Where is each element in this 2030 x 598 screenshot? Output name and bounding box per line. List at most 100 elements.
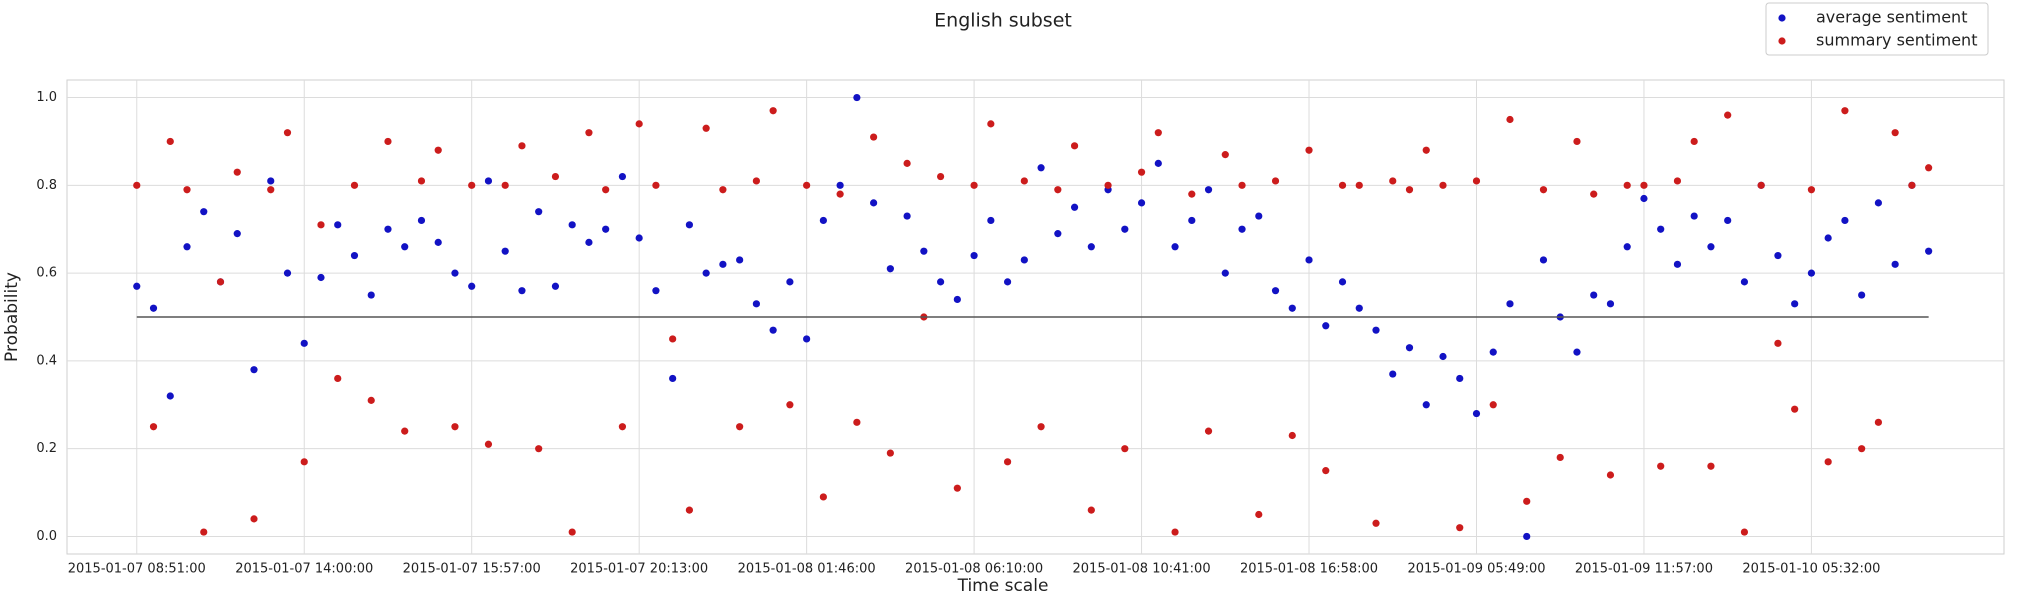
data-point: [568, 528, 576, 536]
data-point: [1807, 186, 1816, 194]
data-point: [1573, 348, 1581, 356]
data-point: [937, 278, 945, 286]
data-point: [451, 423, 459, 431]
data-point: [1087, 506, 1095, 514]
data-point: [434, 146, 442, 154]
data-point: [200, 208, 208, 216]
data-point: [283, 269, 292, 277]
data-point: [585, 129, 593, 137]
data-point: [1623, 243, 1631, 251]
data-point: [1020, 177, 1028, 185]
data-point: [853, 93, 861, 102]
data-point: [1188, 190, 1196, 198]
data-point: [401, 427, 409, 435]
data-point: [1506, 115, 1514, 124]
data-point: [1657, 225, 1665, 233]
data-point: [1389, 177, 1397, 185]
data-point: [702, 269, 710, 277]
data-point: [1489, 348, 1497, 356]
data-point: [1104, 181, 1112, 189]
data-point: [836, 181, 844, 189]
data-point: [1439, 352, 1447, 361]
data-point: [819, 216, 827, 225]
data-point: [1523, 497, 1531, 505]
data-point: [1271, 177, 1280, 185]
data-point: [166, 137, 174, 146]
data-point: [1707, 243, 1715, 251]
data-point: [1238, 225, 1246, 233]
data-point: [920, 247, 928, 255]
data-point: [1037, 423, 1045, 431]
data-point: [1590, 291, 1598, 299]
data-point: [1288, 304, 1296, 312]
data-point: [1456, 374, 1464, 383]
legend-label: average sentiment: [1816, 8, 1967, 27]
data-point: [1456, 524, 1464, 532]
data-point: [1405, 186, 1414, 194]
data-point: [1137, 199, 1146, 207]
data-point: [970, 251, 978, 260]
data-point: [1238, 181, 1246, 189]
data-point: [1606, 300, 1615, 308]
data-point: [1121, 445, 1129, 453]
data-point: [803, 181, 811, 189]
data-point: [216, 278, 225, 286]
data-point: [736, 256, 744, 264]
data-point: [300, 458, 308, 466]
data-point: [267, 186, 275, 194]
data-point: [535, 208, 543, 216]
data-point: [166, 392, 174, 400]
data-point: [501, 247, 509, 255]
data-point: [903, 159, 911, 167]
data-point: [1188, 216, 1196, 225]
data-point: [669, 335, 677, 343]
legend-box: [1765, 2, 1989, 56]
data-point: [1841, 107, 1849, 115]
data-point: [350, 181, 359, 189]
data-point: [1355, 181, 1363, 189]
data-point: [1858, 445, 1866, 453]
data-point: [736, 423, 744, 431]
data-point: [1472, 409, 1481, 418]
data-point: [819, 493, 827, 501]
data-point: [1171, 528, 1179, 536]
data-point: [719, 260, 727, 268]
data-point: [1405, 344, 1414, 352]
data-point: [937, 172, 945, 181]
data-point: [367, 396, 375, 404]
y-tick-label: 0.4: [36, 353, 57, 368]
data-point: [953, 484, 961, 492]
data-point: [1824, 234, 1832, 242]
x-tick-label: 2015-01-10 05:32:00: [1742, 562, 1880, 577]
data-point: [987, 120, 995, 128]
data-point: [518, 142, 526, 150]
data-point: [200, 528, 208, 536]
data-point: [1523, 532, 1531, 541]
data-point: [1891, 260, 1899, 268]
data-point: [1422, 146, 1430, 154]
x-tick-label: 2015-01-07 20:13:00: [570, 562, 708, 577]
legend: average sentiment summary sentiment: [1765, 2, 1989, 56]
data-point: [1171, 243, 1179, 251]
data-point: [1472, 177, 1481, 185]
data-point: [317, 273, 325, 282]
x-tick-label: 2015-01-08 01:46:00: [738, 562, 876, 577]
data-point: [1204, 186, 1213, 194]
data-point: [1389, 370, 1397, 378]
data-point: [551, 172, 560, 181]
data-point: [334, 374, 342, 383]
data-point: [786, 401, 794, 409]
data-point: [233, 230, 241, 238]
data-point: [434, 238, 442, 246]
data-point: [635, 120, 643, 128]
data-point: [1003, 278, 1012, 286]
data-point: [518, 287, 526, 295]
data-point: [1054, 230, 1062, 238]
data-point: [1673, 260, 1682, 268]
data-point: [1791, 405, 1799, 413]
data-point: [1322, 322, 1330, 330]
data-point: [1137, 168, 1146, 176]
data-point: [886, 449, 894, 457]
data-point: [1791, 300, 1799, 308]
data-point: [853, 418, 861, 426]
